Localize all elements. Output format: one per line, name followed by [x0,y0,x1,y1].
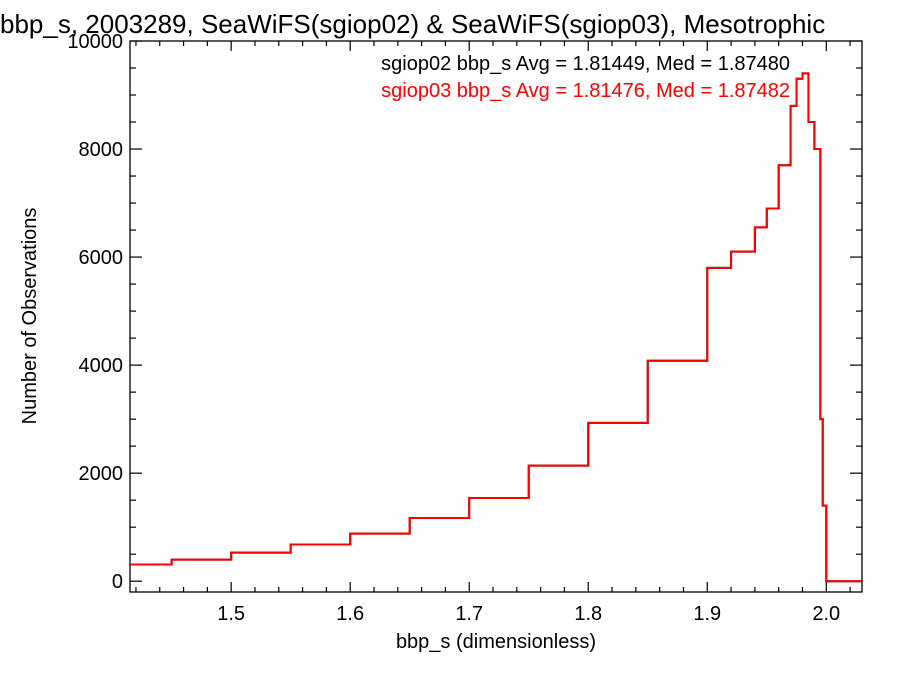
series-line-sgiop02 [130,72,862,583]
annotation-sgiop03: sgiop03 bbp_s Avg = 1.81476, Med = 1.874… [381,80,790,102]
chart-title: bbp_s, 2003289, SeaWiFS(sgiop02) & SeaWi… [0,9,825,39]
x-tick-label: 1.9 [693,603,721,625]
x-tick-label: 1.7 [455,603,483,625]
x-tick-label: 1.8 [574,603,602,625]
y-tick-label: 8000 [79,139,124,161]
y-tick-label: 2000 [79,463,124,485]
annotation-sgiop02: sgiop02 bbp_s Avg = 1.81449, Med = 1.874… [381,53,790,75]
series-layer [130,72,862,583]
y-tick-label: 6000 [79,247,124,269]
x-tick-label: 1.6 [336,603,364,625]
y-tick-label: 10000 [67,31,123,53]
y-axis-label: Number of Observations [19,208,41,425]
x-tick-label: 1.5 [217,603,245,625]
x-tick-label: 2.0 [812,603,840,625]
x-axis-label: bbp_s (dimensionless) [396,631,596,653]
series-line-sgiop03 [130,72,862,583]
y-tick-label: 0 [112,571,123,593]
plot-frame [129,40,863,593]
y-tick-label: 4000 [79,355,124,377]
y-axis-ticks: 0 2000 4000 6000 8000 10000 [67,31,862,593]
x-axis-ticks: 1.5 1.6 1.7 1.8 1.9 2.0 [135,41,851,625]
